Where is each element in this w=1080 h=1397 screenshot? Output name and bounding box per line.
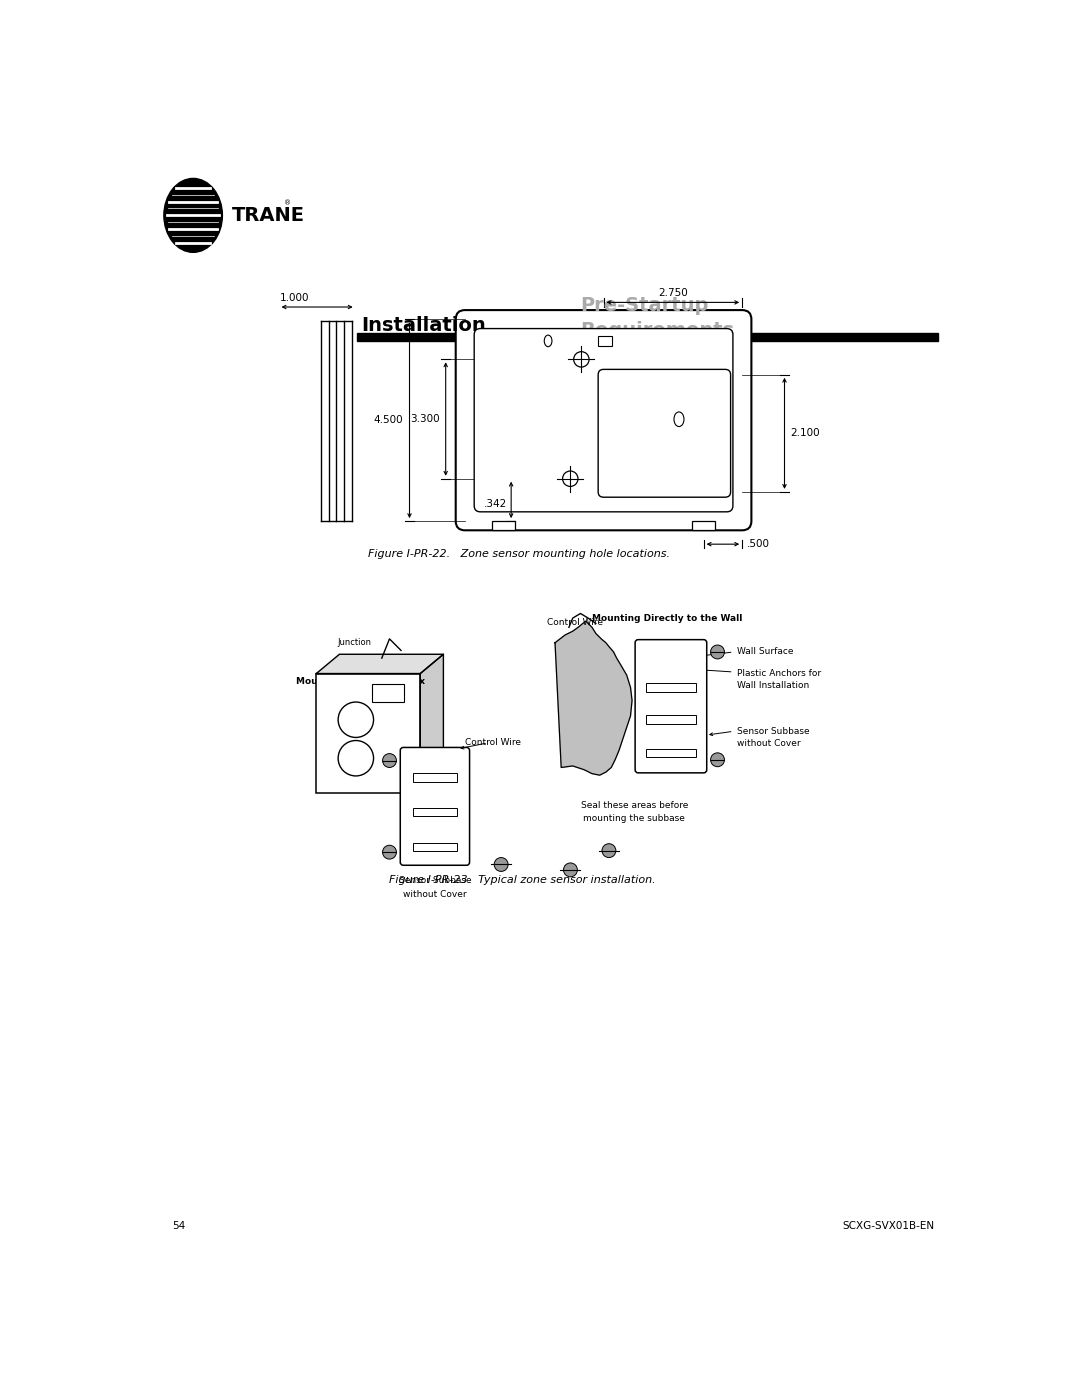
FancyBboxPatch shape [635, 640, 706, 773]
FancyBboxPatch shape [316, 673, 420, 793]
Text: ®: ® [284, 200, 292, 207]
Text: Seal these areas before: Seal these areas before [581, 802, 688, 810]
Text: without Cover: without Cover [403, 890, 467, 898]
Bar [413, 774, 457, 782]
FancyBboxPatch shape [474, 328, 733, 511]
Text: Junction: Junction [338, 637, 372, 647]
Text: Plastic Anchors for: Plastic Anchors for [737, 669, 821, 678]
Text: Installation: Installation [361, 316, 486, 335]
Text: .500: .500 [746, 539, 770, 549]
Text: Control Wire: Control Wire [465, 739, 522, 747]
Text: Mounting to Junction Box: Mounting to Junction Box [296, 676, 424, 686]
Bar [413, 842, 457, 851]
Text: Control Wire: Control Wire [548, 619, 603, 627]
Bar [692, 521, 715, 531]
Polygon shape [316, 654, 444, 673]
Text: .342: .342 [484, 499, 508, 509]
Text: Wall Surface: Wall Surface [737, 647, 793, 657]
Circle shape [602, 844, 616, 858]
Bar [646, 749, 696, 757]
Text: Sensor Subbase: Sensor Subbase [737, 726, 809, 736]
Text: Wall Installation: Wall Installation [737, 682, 809, 690]
Text: 2.750: 2.750 [658, 288, 688, 298]
Circle shape [495, 858, 508, 872]
Ellipse shape [674, 412, 684, 426]
Ellipse shape [164, 179, 222, 253]
Text: 4.500: 4.500 [374, 415, 403, 425]
Text: Requirements: Requirements [580, 321, 734, 341]
Bar [372, 683, 404, 703]
Circle shape [564, 863, 578, 877]
FancyBboxPatch shape [598, 369, 730, 497]
Text: 3.300: 3.300 [410, 414, 440, 425]
Text: 2.100: 2.100 [791, 429, 821, 439]
Bar [413, 807, 457, 816]
Bar [357, 334, 939, 341]
Bar [491, 521, 515, 531]
Circle shape [711, 753, 725, 767]
Circle shape [382, 753, 396, 767]
Text: Figure I-PR-22.   Zone sensor mounting hole locations.: Figure I-PR-22. Zone sensor mounting hol… [368, 549, 670, 559]
FancyBboxPatch shape [456, 310, 752, 531]
Polygon shape [555, 622, 632, 775]
Circle shape [711, 645, 725, 659]
Text: without Cover: without Cover [737, 739, 800, 749]
Text: Figure I-PR-23.  Typical zone sensor installation.: Figure I-PR-23. Typical zone sensor inst… [390, 876, 656, 886]
Bar [646, 683, 696, 692]
Text: 1.000: 1.000 [280, 293, 310, 303]
Text: TRANE: TRANE [231, 205, 305, 225]
FancyBboxPatch shape [401, 747, 470, 865]
Text: 54: 54 [173, 1221, 186, 1231]
Text: Sensor Subbase: Sensor Subbase [399, 876, 471, 886]
Ellipse shape [544, 335, 552, 346]
Text: mounting the subbase: mounting the subbase [583, 814, 686, 823]
Bar [598, 335, 612, 346]
Text: Pre-Startup: Pre-Startup [580, 296, 708, 314]
Polygon shape [420, 654, 444, 793]
Text: SCXG-SVX01B-EN: SCXG-SVX01B-EN [842, 1221, 934, 1231]
Circle shape [382, 845, 396, 859]
Text: Mounting Directly to the Wall: Mounting Directly to the Wall [592, 613, 743, 623]
Bar [646, 715, 696, 724]
